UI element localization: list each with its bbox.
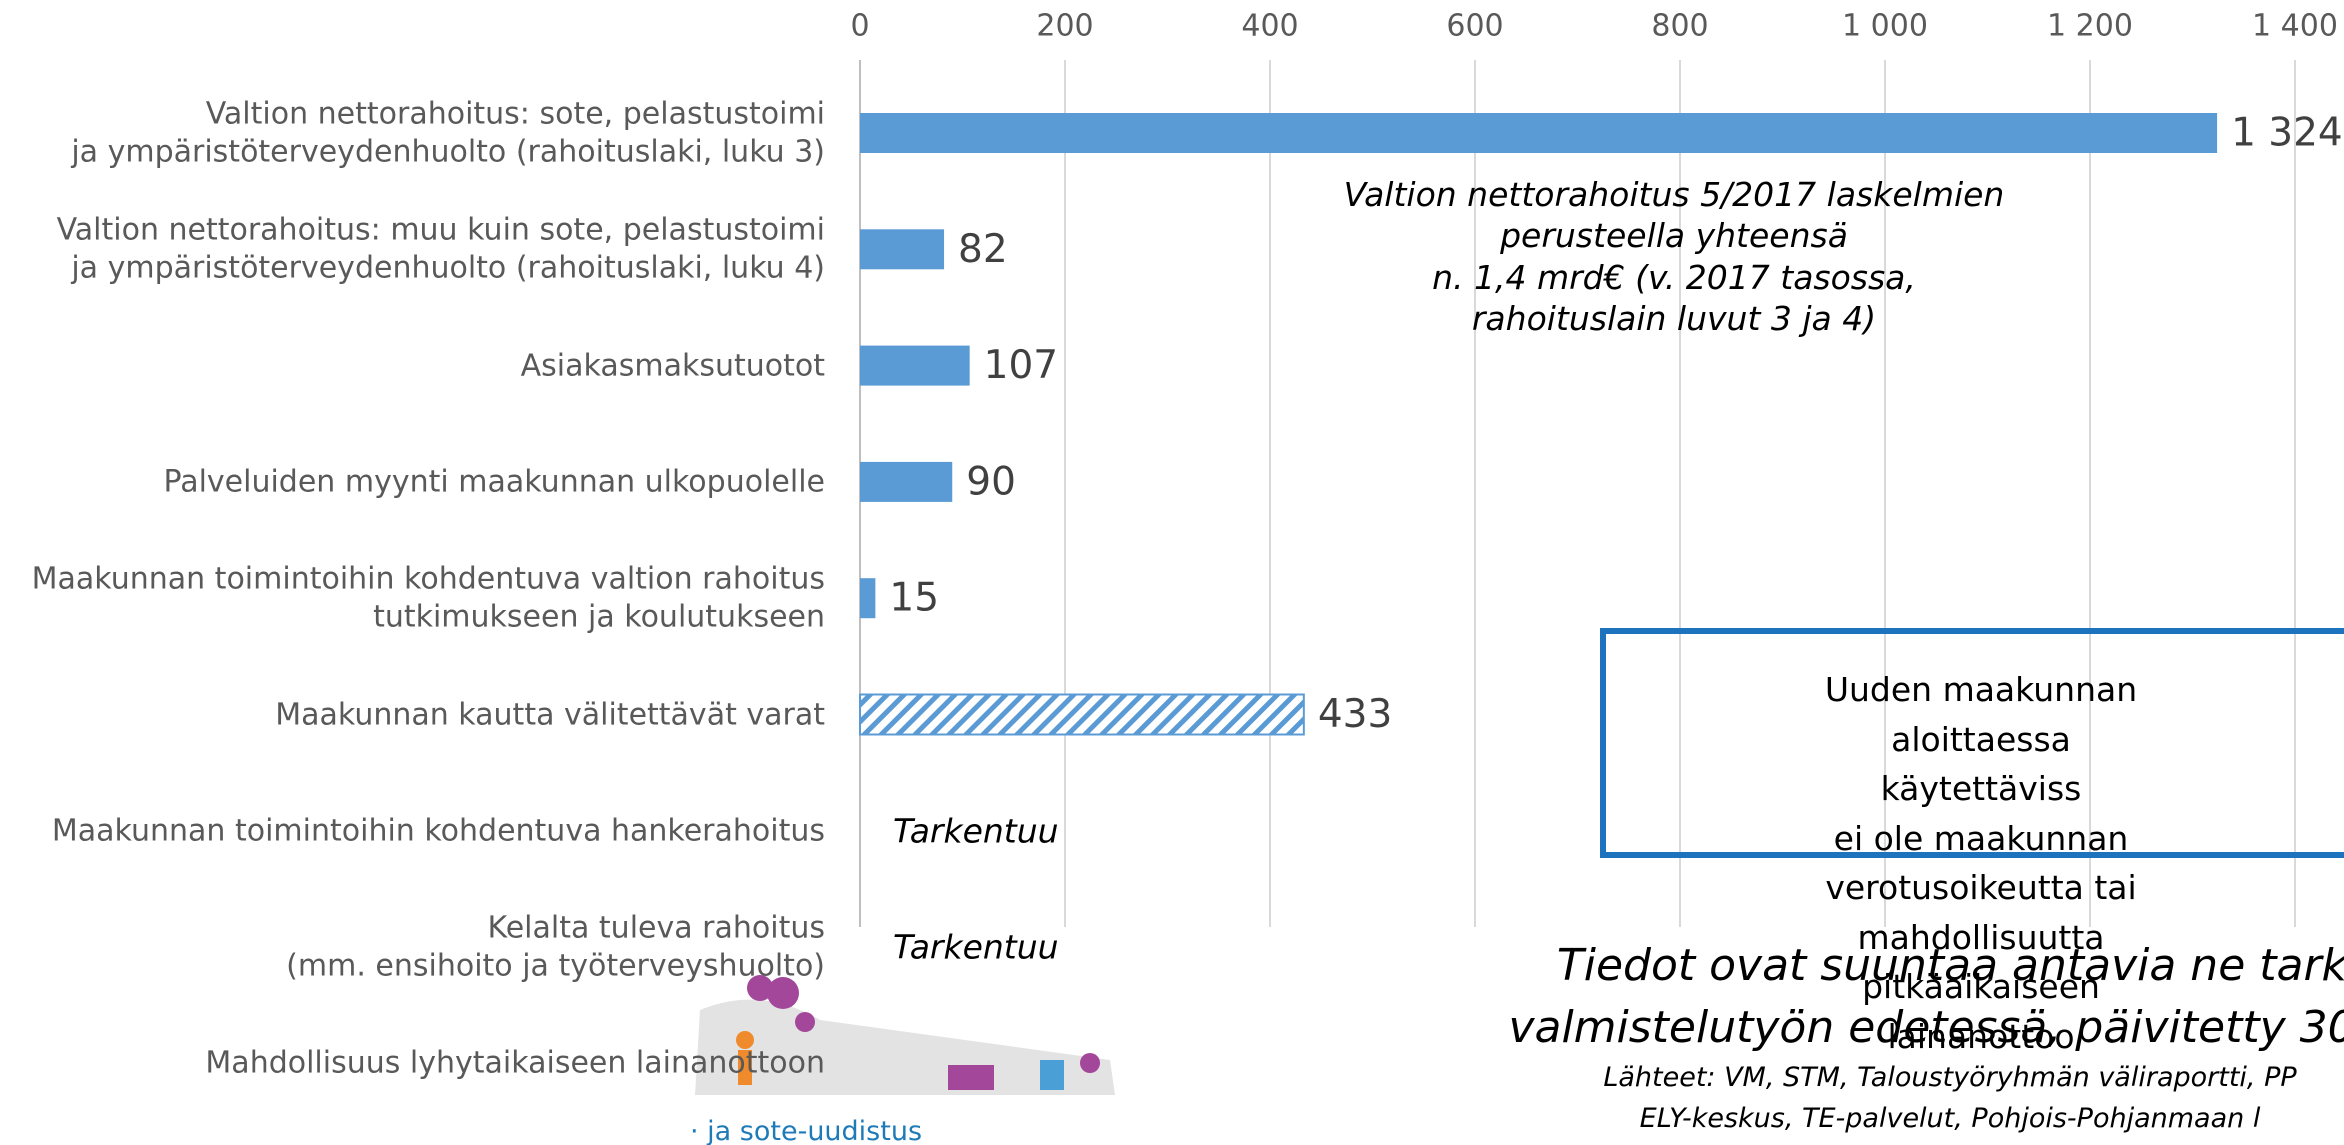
- x-tick-label: 1 400: [2252, 9, 2338, 44]
- bar: [860, 229, 944, 269]
- category-label: Mahdollisuus lyhytaikaiseen lainanottoon: [205, 1045, 825, 1083]
- value-label: 15: [889, 576, 939, 621]
- value-label: Tarkentuu: [893, 928, 1059, 967]
- category-label: Kelalta tuleva rahoitus (mm. ensihoito j…: [286, 910, 825, 985]
- bar: [860, 578, 875, 618]
- category-label: Maakunnan toimintoihin kohdentuva hanker…: [52, 812, 825, 850]
- category-label: Valtion nettorahoitus: sote, pelastustoi…: [71, 96, 825, 171]
- x-tick-label: 0: [850, 9, 869, 44]
- footnote: Tiedot ovat suuntaa antavia ne tarkentu …: [1502, 935, 2344, 1058]
- bar: [860, 346, 970, 386]
- value-label: 1 324: [2231, 111, 2343, 156]
- x-tick-label: 800: [1651, 9, 1708, 44]
- category-label: Palveluiden myynti maakunnan ulkopuolell…: [163, 463, 825, 501]
- x-tick-label: 1 200: [2047, 9, 2133, 44]
- bar: [860, 113, 2217, 153]
- annotation-total: Valtion nettorahoitus 5/2017 laskelmien …: [1339, 174, 2009, 339]
- x-tick-label: 1 000: [1842, 9, 1928, 44]
- value-label: 90: [966, 459, 1016, 504]
- bar: [860, 462, 952, 502]
- x-tick-label: 400: [1241, 9, 1298, 44]
- x-tick-label: 200: [1036, 9, 1093, 44]
- bar: [860, 695, 1304, 735]
- logo-text: · ja sote-uudistus: [690, 1115, 922, 1145]
- category-label: Valtion nettorahoitus: muu kuin sote, pe…: [57, 212, 825, 287]
- category-label: Maakunnan kautta välitettävät varat: [275, 696, 825, 734]
- category-label: Maakunnan toimintoihin kohdentuva valtio…: [32, 561, 825, 636]
- sources: Lähteet: VM, STM, Taloustyöryhmän välira…: [1500, 1058, 2344, 1139]
- slide: 0 200 400 600 800 1 000 1 200 1 400 1 324 82 107 90…: [0, 0, 2344, 1145]
- value-label: 107: [984, 343, 1058, 388]
- value-label: 82: [958, 227, 1008, 272]
- category-label: Asiakasmaksutuotot: [521, 347, 825, 385]
- x-tick-label: 600: [1446, 9, 1503, 44]
- value-label: Tarkentuu: [893, 811, 1059, 850]
- value-label: 433: [1318, 692, 1392, 737]
